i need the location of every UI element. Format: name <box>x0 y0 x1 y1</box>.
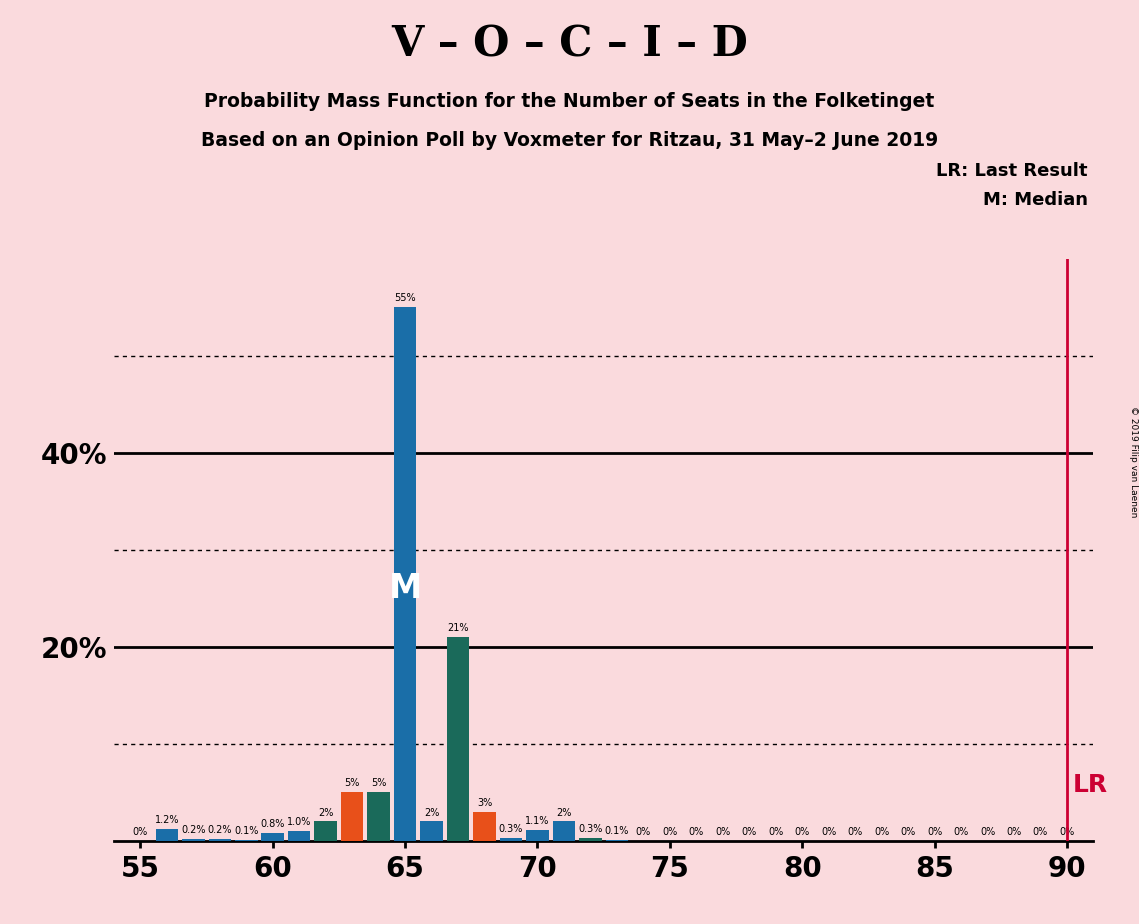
Text: 21%: 21% <box>448 623 469 633</box>
Text: 0%: 0% <box>636 827 652 837</box>
Bar <box>156 829 178 841</box>
Text: 5%: 5% <box>371 778 386 788</box>
Bar <box>368 793 390 841</box>
Text: 0.1%: 0.1% <box>235 826 259 836</box>
Bar <box>262 833 284 841</box>
Bar <box>288 832 311 841</box>
Bar <box>500 838 523 841</box>
Text: © 2019 Filip van Laenen: © 2019 Filip van Laenen <box>1129 407 1138 517</box>
Text: 0%: 0% <box>133 827 148 837</box>
Text: 0.8%: 0.8% <box>261 820 285 829</box>
Text: 0%: 0% <box>980 827 995 837</box>
Bar <box>552 821 575 841</box>
Text: 1.1%: 1.1% <box>525 816 550 826</box>
Text: 2%: 2% <box>556 808 572 818</box>
Text: 0.1%: 0.1% <box>605 826 629 836</box>
Text: 0%: 0% <box>1059 827 1074 837</box>
Text: 1.2%: 1.2% <box>155 815 179 825</box>
Bar <box>526 830 549 841</box>
Text: 0%: 0% <box>741 827 757 837</box>
Text: Based on an Opinion Poll by Voxmeter for Ritzau, 31 May–2 June 2019: Based on an Opinion Poll by Voxmeter for… <box>200 131 939 151</box>
Text: 0%: 0% <box>847 827 863 837</box>
Text: 0.3%: 0.3% <box>579 824 603 834</box>
Text: 5%: 5% <box>344 778 360 788</box>
Text: V – O – C – I – D: V – O – C – I – D <box>391 23 748 65</box>
Text: 0%: 0% <box>821 827 836 837</box>
Text: 0%: 0% <box>689 827 704 837</box>
Bar <box>606 840 629 841</box>
Text: Probability Mass Function for the Number of Seats in the Folketinget: Probability Mass Function for the Number… <box>204 92 935 112</box>
Text: 1.0%: 1.0% <box>287 817 311 827</box>
Bar <box>446 638 469 841</box>
Text: 2%: 2% <box>318 808 334 818</box>
Text: 0%: 0% <box>715 827 730 837</box>
Text: 0%: 0% <box>1033 827 1048 837</box>
Text: 0%: 0% <box>768 827 784 837</box>
Bar <box>208 839 231 841</box>
Bar <box>235 840 257 841</box>
Bar <box>420 821 443 841</box>
Text: 55%: 55% <box>394 293 416 303</box>
Bar <box>394 307 417 841</box>
Text: 0%: 0% <box>901 827 916 837</box>
Text: 0%: 0% <box>662 827 678 837</box>
Bar <box>580 838 601 841</box>
Text: 0.2%: 0.2% <box>207 825 232 835</box>
Text: 0%: 0% <box>795 827 810 837</box>
Text: 3%: 3% <box>477 797 492 808</box>
Bar <box>341 793 363 841</box>
Bar <box>182 839 205 841</box>
Bar <box>474 812 495 841</box>
Text: LR: Last Result: LR: Last Result <box>936 162 1088 179</box>
Text: 0%: 0% <box>874 827 890 837</box>
Text: 0%: 0% <box>1007 827 1022 837</box>
Text: M: M <box>388 572 421 605</box>
Text: M: Median: M: Median <box>983 191 1088 209</box>
Text: LR: LR <box>1072 773 1107 797</box>
Bar <box>314 821 337 841</box>
Text: 0%: 0% <box>927 827 942 837</box>
Text: 0%: 0% <box>953 827 968 837</box>
Text: 0.2%: 0.2% <box>181 825 205 835</box>
Text: 0.3%: 0.3% <box>499 824 523 834</box>
Text: 2%: 2% <box>424 808 440 818</box>
